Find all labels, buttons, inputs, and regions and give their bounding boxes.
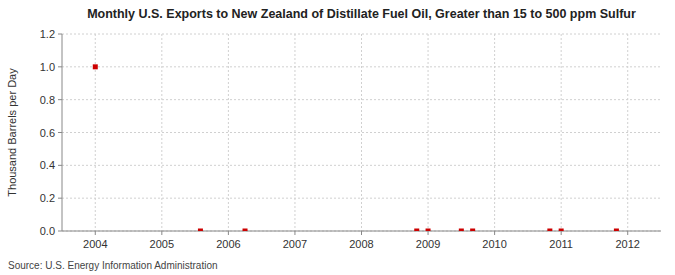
tick-mark [627, 231, 628, 235]
grid-line [428, 34, 429, 231]
tick-mark [161, 231, 162, 235]
tick-mark [58, 231, 62, 232]
tick-label: 0.8 [40, 94, 55, 106]
tick-mark [58, 165, 62, 166]
tick-mark [228, 231, 229, 235]
grid-line [561, 34, 562, 231]
grid-line [95, 34, 96, 231]
grid-line [627, 34, 628, 231]
tick-label: 1.2 [40, 28, 55, 40]
point [559, 229, 564, 232]
points [93, 64, 619, 231]
point [198, 229, 203, 232]
tick-label: 0.0 [40, 225, 55, 237]
point [243, 229, 248, 232]
tick-mark [95, 231, 96, 235]
title: Monthly U.S. Exports to New Zealand of D… [87, 7, 636, 21]
y-axis-line [62, 34, 63, 231]
tick-label: 2010 [482, 238, 506, 250]
tick-mark [58, 34, 62, 35]
point [547, 229, 552, 232]
tick-label: 2009 [416, 238, 440, 250]
tick-label: 2004 [83, 238, 107, 250]
grid-line [228, 34, 229, 231]
tick-label: 0.4 [40, 159, 55, 171]
point [470, 229, 475, 232]
tick-mark [494, 231, 495, 235]
tick-mark [58, 198, 62, 199]
tick-mark [58, 132, 62, 133]
point [614, 229, 619, 232]
point [459, 229, 464, 232]
grid-line [62, 132, 661, 133]
axes: 0.0 0.2 0.4 0.6 0.8 1.0 1.2 2004 2005 2006 2007 200… [40, 28, 661, 250]
point [426, 229, 431, 232]
tick-label: 2012 [615, 238, 639, 250]
tick-label: 2011 [549, 238, 573, 250]
tick-mark [58, 99, 62, 100]
grid-line [294, 34, 295, 231]
grid-line [494, 34, 495, 231]
tick-label: 0.6 [40, 127, 55, 139]
grid-line [62, 231, 661, 232]
point [93, 64, 98, 69]
tick-mark [561, 231, 562, 235]
grid-line [161, 34, 162, 231]
source: Source: U.S. Energy Information Administ… [8, 260, 218, 271]
tick-label: 2007 [283, 238, 307, 250]
tick-label: 2005 [150, 238, 174, 250]
tick-label: 0.2 [40, 192, 55, 204]
axis-label: Thousand Barrels per Day [6, 68, 18, 197]
plot-area [62, 34, 661, 231]
point [414, 229, 419, 232]
tick-label: 1.0 [40, 61, 55, 73]
tick-mark [361, 231, 362, 235]
x-axis-line [62, 231, 661, 232]
tick-mark [58, 66, 62, 67]
tick-mark [294, 231, 295, 235]
tick-mark [428, 231, 429, 235]
tick-label: 2008 [349, 238, 373, 250]
grid [62, 34, 661, 231]
grid-line [62, 165, 661, 166]
grid-line [361, 34, 362, 231]
chart: Monthly U.S. Exports to New Zealand of D… [0, 0, 675, 275]
tick-label: 2006 [216, 238, 240, 250]
